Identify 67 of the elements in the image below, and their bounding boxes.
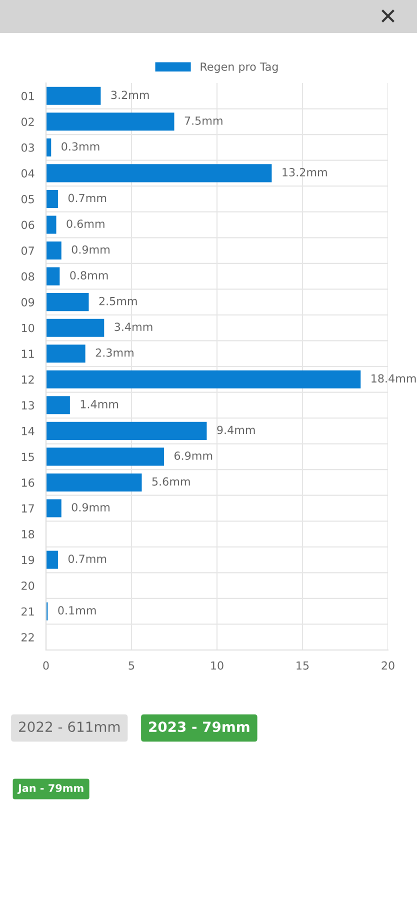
bar [46,473,142,492]
bar [46,86,101,105]
bar [46,267,60,286]
bar [46,550,58,569]
y-tick-label: 18 [22,530,34,538]
data-label: 2.5mm [99,296,137,306]
data-label: 3.4mm [114,322,152,332]
data-label: 0.9mm [72,245,110,254]
y-tick-label: 04 [21,169,34,178]
text: 2023 - 79mm [149,722,250,732]
legend-label: Regen pro Tag [200,62,278,73]
bar [46,216,56,234]
data-label: 0.1mm [58,606,96,615]
x-tick-label: 10 [211,661,224,670]
data-label: 7.5mm [184,116,222,125]
data-label: 0.6mm [66,220,104,228]
data-label: 13.2mm [282,168,327,176]
bar [46,370,361,388]
data-label: 2.3mm [96,348,134,357]
y-tick-label: 14 [22,427,34,436]
data-label: 0.3mm [62,142,100,151]
bar [46,242,62,260]
bar [46,318,104,337]
y-tick-label: 16 [22,478,34,487]
y-tick-label: 11 [22,350,34,358]
data-label: 18.4mm [372,374,416,383]
data-label: 1.4mm [80,400,118,408]
text: 2022 - 611mm [19,722,120,732]
bar [46,112,174,131]
bar [46,293,89,312]
y-tick-label: 10 [22,324,34,332]
y-tick-label: 12 [22,375,34,384]
x-tick-label: 20 [382,661,394,670]
y-tick-label: 08 [21,272,34,281]
y-tick-label: 15 [22,452,34,462]
bar [46,164,272,182]
bar [46,448,164,466]
data-label: 6.9mm [174,452,212,460]
data-label: 0.9mm [72,503,110,512]
y-tick-label: 07 [21,246,34,255]
x-tick-label: 15 [296,661,309,670]
bar [46,396,70,414]
bar [46,499,62,518]
data-label: 0.8mm [70,271,108,280]
data-label: 0.7mm [68,194,106,202]
y-tick-label: 17 [22,504,34,512]
text: Jan - 79mm [17,784,84,794]
y-tick-label: 13 [22,401,34,410]
data-label: 9.4mm [217,426,255,434]
y-tick-label: 02 [21,118,34,126]
data-label: 0.7mm [68,554,106,564]
y-tick-label: 03 [21,143,34,152]
x-tick-label: 0 [43,661,49,670]
bar [46,344,86,363]
y-tick-label: 01 [21,92,34,100]
y-tick-label: 06 [21,220,34,230]
y-tick-label: 19 [22,556,34,564]
y-tick-label: 09 [21,298,34,306]
data-label: 5.6mm [152,477,190,486]
x-tick-label: 5 [128,661,134,670]
y-tick-label: 22 [22,633,34,642]
y-tick-label: 05 [21,194,34,204]
data-label: 3.2mm [111,90,149,100]
bar [46,422,207,440]
y-tick-label: 21 [22,607,34,616]
y-tick-label: 20 [22,582,34,590]
bar [46,190,58,208]
